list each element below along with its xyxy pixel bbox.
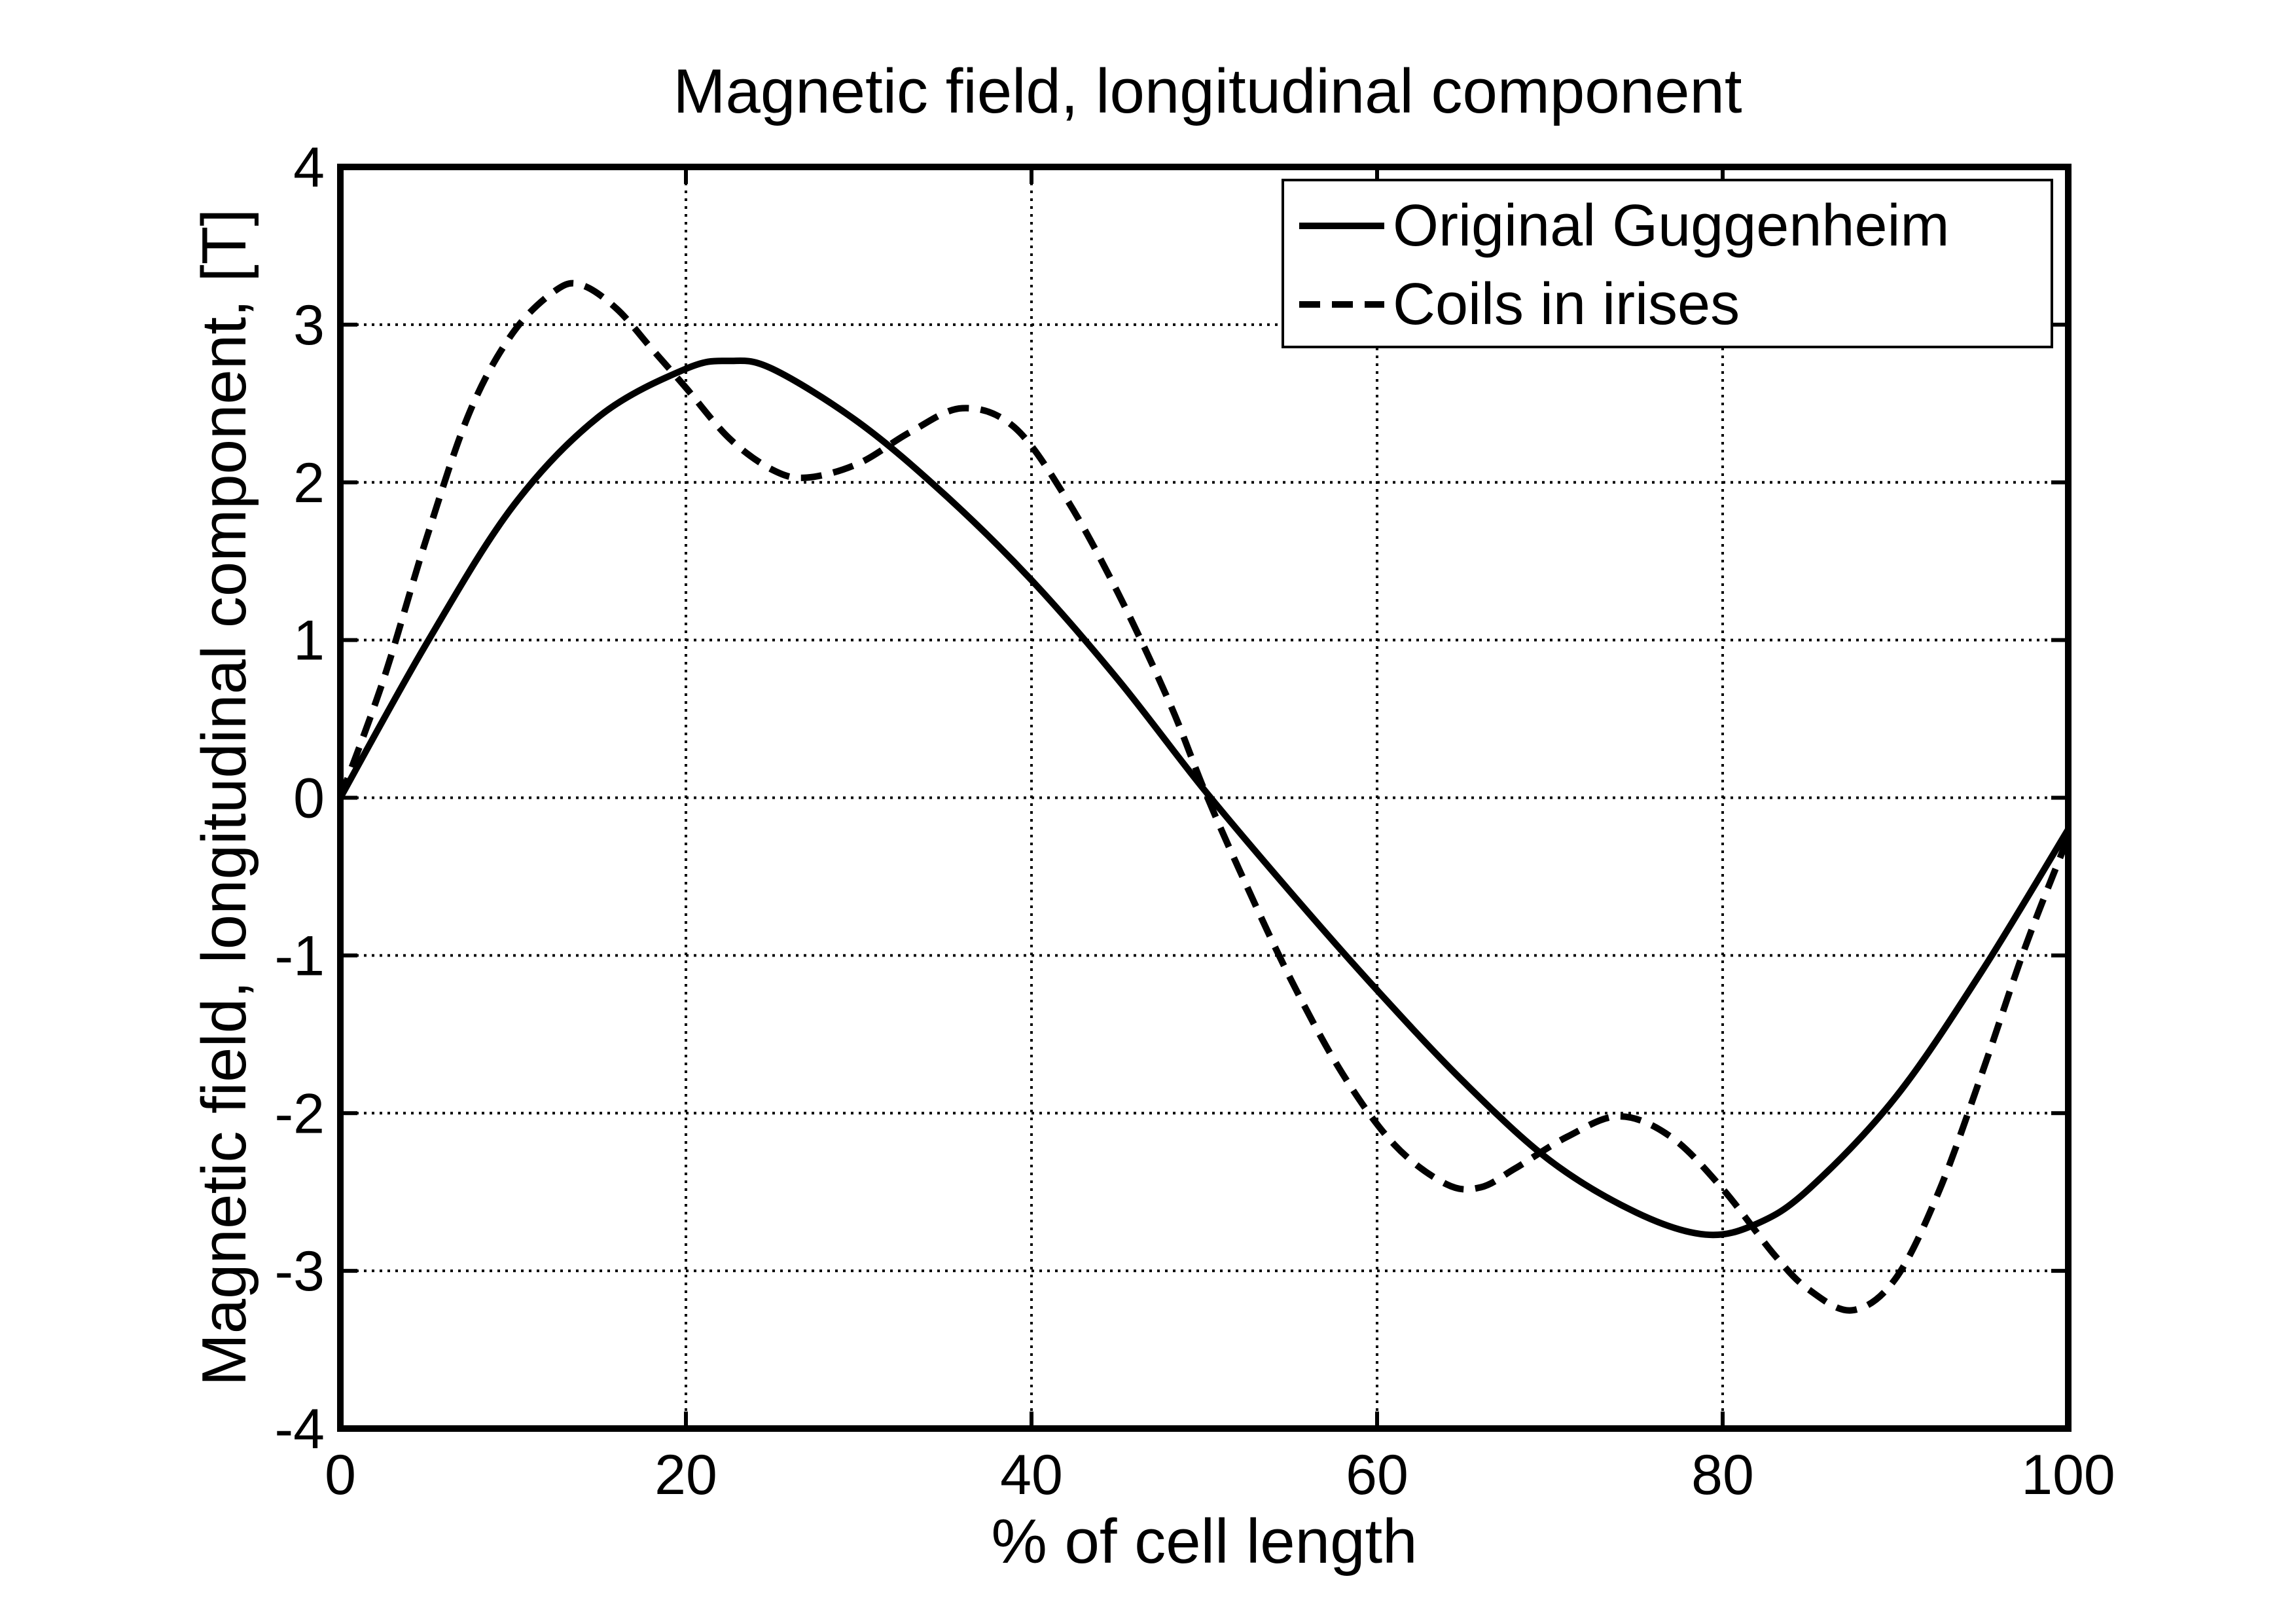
x-axis-label: % of cell length — [991, 1506, 1417, 1577]
x-tick-label: 100 — [2021, 1444, 2115, 1506]
x-tick-label: 40 — [1000, 1444, 1063, 1506]
data-series — [337, 280, 2072, 1314]
y-tick-labels: -4 -3 -2 -1 0 1 2 3 4 — [275, 136, 325, 1461]
grid-lines — [340, 167, 2068, 1429]
y-tick-label: 0 — [293, 767, 325, 830]
chart-title: Magnetic field, longitudinal component — [673, 56, 1742, 126]
legend-label-original-guggenheim: Original Guggenheim — [1393, 193, 1949, 259]
y-tick-label: -4 — [275, 1398, 325, 1461]
series-line-original-guggenheim — [337, 357, 2072, 1239]
y-tick-label: -1 — [275, 924, 325, 987]
y-tick-label: 4 — [293, 136, 325, 199]
x-tick-label: 80 — [1691, 1444, 1754, 1506]
x-tick-label: 20 — [655, 1444, 717, 1506]
legend-label-coils-in-irises: Coils in irises — [1393, 272, 1740, 337]
y-tick-label: -3 — [275, 1240, 325, 1303]
plot-area-frame — [337, 164, 2072, 1432]
x-tick-label: 0 — [325, 1444, 356, 1506]
y-tick-label: 2 — [293, 452, 325, 515]
series-line-coils-in-irises — [337, 280, 2072, 1314]
y-tick-label: 3 — [293, 294, 325, 357]
y-axis-label: Magnetic field, longitudinal component, … — [189, 209, 259, 1386]
x-tick-label: 60 — [1346, 1444, 1408, 1506]
y-tick-label: 1 — [293, 610, 325, 672]
legend-box — [1282, 179, 2053, 348]
y-tick-label: -2 — [275, 1082, 325, 1145]
x-tick-labels: 0 20 40 60 80 100 — [325, 1444, 2115, 1506]
legend: Original Guggenheim Coils in irises — [1282, 179, 2053, 348]
